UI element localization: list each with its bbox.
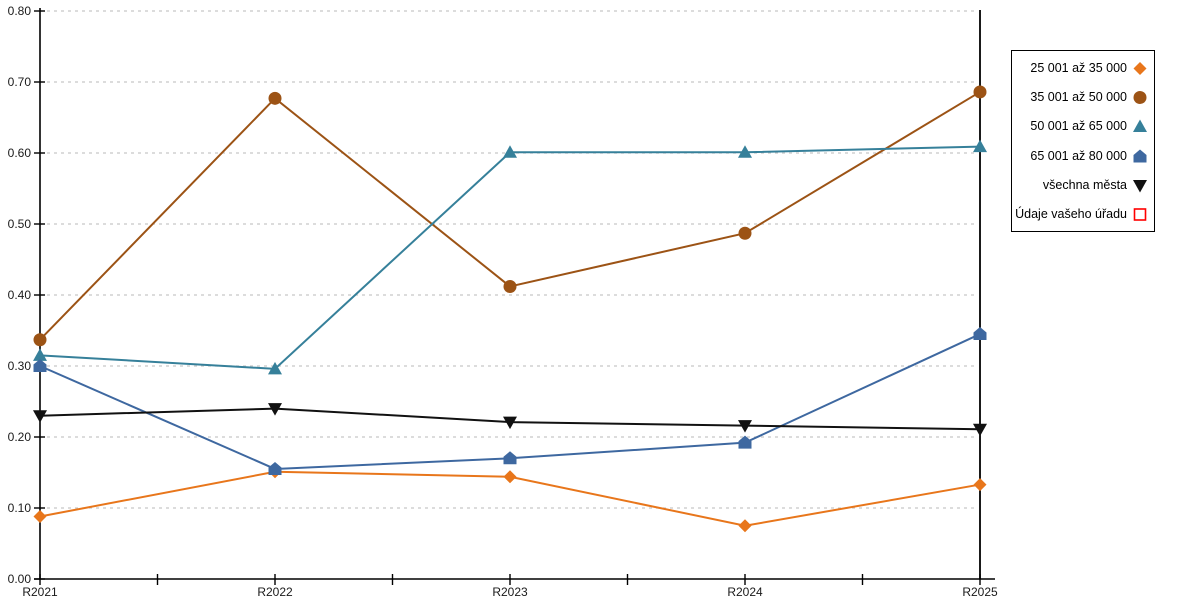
legend-item: 35 001 až 50 000: [1012, 89, 1154, 105]
y-axis-tick-label: 0.60: [8, 146, 32, 160]
pentagon-marker-icon: [1133, 149, 1147, 163]
square-open-marker-icon: [1133, 208, 1147, 222]
y-axis-tick-label: 0.20: [8, 430, 32, 444]
diamond-marker-icon: [33, 510, 47, 524]
triangle-up-marker-icon: [1133, 119, 1147, 133]
triangle-down-marker-icon: [738, 420, 752, 433]
legend-item: 50 001 až 65 000: [1012, 118, 1154, 134]
triangle-up-marker-icon: [503, 145, 517, 158]
legend-item-label: všechna města: [1042, 177, 1127, 192]
circle-marker-icon: [973, 85, 987, 99]
legend-item-label: 50 001 až 65 000: [1030, 119, 1127, 134]
legend-item: všechna města: [1012, 177, 1154, 193]
legend-square-open-icon: [1132, 206, 1148, 222]
legend-item: 65 001 až 80 000: [1012, 148, 1154, 164]
circle-marker-icon: [738, 226, 752, 240]
x-axis-tick-label: R2025: [962, 585, 998, 599]
legend-item-label: Údaje vašeho úřadu: [1015, 207, 1127, 222]
triangle-down-marker-icon: [33, 410, 47, 423]
legend-item-label: 25 001 až 35 000: [1030, 60, 1127, 75]
circle-marker-icon: [503, 279, 517, 293]
x-axis-tick-label: R2021: [22, 585, 58, 599]
y-axis-tick-label: 0.30: [8, 359, 32, 373]
y-axis-tick-label: 0.50: [8, 217, 32, 231]
triangle-up-marker-icon: [268, 361, 282, 375]
legend-triangle-up-icon: [1132, 118, 1148, 134]
pentagon-marker-icon: [503, 451, 517, 465]
triangle-up-marker-icon: [738, 145, 752, 158]
triangle-up-marker-icon: [33, 348, 47, 361]
legend-triangle-down-icon: [1132, 177, 1148, 193]
x-axis-tick-label: R2023: [492, 585, 528, 599]
pentagon-marker-icon: [268, 461, 282, 475]
pentagon-marker-icon: [738, 435, 752, 449]
triangle-down-marker-icon: [268, 403, 282, 416]
x-axis-tick-label: R2022: [257, 585, 293, 599]
legend-circle-icon: [1132, 89, 1148, 105]
legend-item: 25 001 až 35 000: [1012, 60, 1154, 76]
diamond-marker-icon: [738, 519, 752, 533]
circle-marker-icon: [268, 91, 282, 105]
triangle-up-marker-icon: [973, 139, 987, 153]
diamond-marker-icon: [1133, 61, 1147, 75]
pentagon-marker-icon: [973, 327, 987, 341]
legend-item-label: 35 001 až 50 000: [1030, 89, 1127, 104]
series-line-1: [39, 91, 981, 341]
triangle-down-marker-icon: [1133, 179, 1147, 193]
y-axis-tick-label: 0.00: [8, 572, 32, 586]
legend-diamond-icon: [1132, 60, 1148, 76]
legend-pentagon-icon: [1132, 148, 1148, 164]
y-axis-tick-label: 0.80: [8, 4, 32, 18]
diamond-marker-icon: [503, 470, 517, 484]
series-line-3: [39, 333, 981, 470]
x-axis-tick-label: R2024: [727, 585, 763, 599]
y-axis-tick-label: 0.40: [8, 288, 32, 302]
legend-item: Údaje vašeho úřadu: [1012, 206, 1154, 222]
pentagon-marker-icon: [33, 359, 47, 372]
circle-marker-icon: [1133, 90, 1147, 104]
series-line-2: [39, 145, 981, 370]
triangle-down-marker-icon: [973, 423, 987, 437]
y-axis-tick-label: 0.70: [8, 75, 32, 89]
legend-item-label: 65 001 až 80 000: [1030, 148, 1127, 163]
circle-marker-icon: [33, 333, 47, 347]
y-axis-tick-label: 0.10: [8, 501, 32, 515]
triangle-down-marker-icon: [503, 416, 517, 430]
diamond-marker-icon: [973, 478, 987, 492]
chart-legend: 25 001 až 35 000 35 001 až 50 000 50 001 a…: [1011, 50, 1155, 232]
